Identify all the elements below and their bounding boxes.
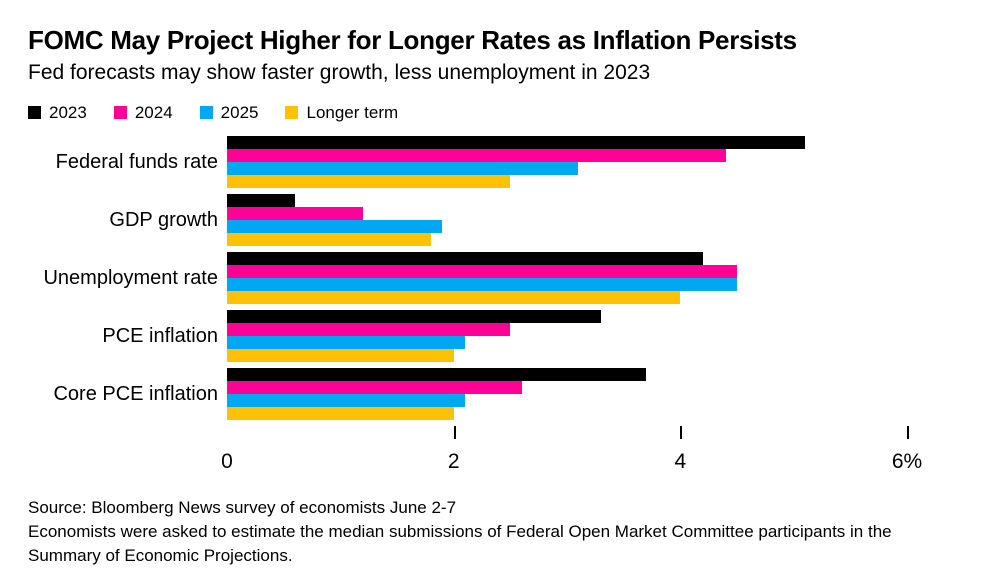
chart-footer: Source: Bloomberg News survey of economi…: [28, 496, 940, 568]
category-label: PCE inflation: [102, 324, 218, 347]
chart-legend: 2023 2024 2025 Longer term: [28, 103, 956, 123]
chart-subtitle: Fed forecasts may show faster growth, le…: [28, 60, 651, 84]
bar-2023: [227, 193, 295, 207]
legend-label: 2024: [134, 102, 173, 122]
bar-longer-term: [227, 406, 454, 420]
legend-swatch-icon: [285, 106, 299, 120]
bar-longer-term: [227, 174, 511, 188]
bar-longer-term: [227, 232, 431, 246]
axis-tick-mark: [680, 425, 683, 439]
source-text: Source: Bloomberg News survey of economi…: [28, 497, 457, 517]
category-label: Core PCE inflation: [53, 382, 218, 405]
chart-row: Unemployment rate: [28, 251, 956, 304]
legend-item-2023: 2023: [28, 103, 87, 123]
axis-tick-label: 2: [447, 449, 460, 473]
bar-group: [227, 193, 907, 246]
bar-group: [227, 367, 907, 420]
axis-tick-label: 4: [674, 449, 687, 473]
bar-2023: [227, 251, 703, 265]
bar-2023: [227, 135, 805, 149]
legend-swatch-icon: [113, 106, 127, 120]
bar-2025: [227, 393, 465, 407]
chart-row: Core PCE inflation: [28, 367, 956, 420]
bar-2025: [227, 335, 465, 349]
bar-2024: [227, 322, 511, 336]
axis-tick-mark: [907, 425, 909, 439]
legend-item-longer-term: Longer term: [285, 103, 398, 123]
bar-2024: [227, 264, 737, 278]
bar-longer-term: [227, 290, 681, 304]
bar-2025: [227, 219, 443, 233]
grouped-bar-chart: Federal funds rate GDP growth Unemployment…: [28, 135, 956, 420]
bar-group: [227, 251, 907, 304]
legend-swatch-icon: [199, 106, 213, 120]
legend-item-2025: 2025: [199, 102, 259, 123]
bar-2025: [227, 277, 737, 291]
bar-2024: [227, 206, 363, 220]
category-label: GDP growth: [109, 208, 218, 231]
legend-item-2024: 2024: [113, 102, 173, 123]
category-label: Federal funds rate: [55, 150, 218, 173]
axis-tick-label: 6%: [891, 449, 923, 473]
note-text: Economists were asked to estimate the me…: [28, 521, 892, 565]
bar-2024: [227, 380, 522, 394]
chart-title: FOMC May Project Higher for Longer Rates…: [28, 25, 797, 55]
axis-tick-label: 0: [221, 449, 233, 473]
x-axis: 0 2 4 6%: [221, 425, 927, 484]
chart-row: Federal funds rate: [28, 135, 956, 188]
legend-label: 2025: [220, 102, 259, 122]
bar-group: [227, 135, 907, 188]
axis-tick-mark: [453, 425, 456, 439]
chart-row: PCE inflation: [28, 309, 956, 362]
bar-2023: [227, 367, 647, 381]
bar-2024: [227, 148, 726, 162]
legend-label: 2023: [49, 102, 87, 122]
legend-swatch-icon: [28, 106, 41, 120]
bar-2023: [227, 309, 601, 323]
bar-longer-term: [227, 348, 454, 362]
category-label: Unemployment rate: [43, 266, 218, 289]
bar-group: [227, 309, 907, 362]
bar-2025: [227, 161, 579, 175]
chart-row: GDP growth: [28, 193, 956, 246]
legend-label: Longer term: [306, 102, 399, 122]
